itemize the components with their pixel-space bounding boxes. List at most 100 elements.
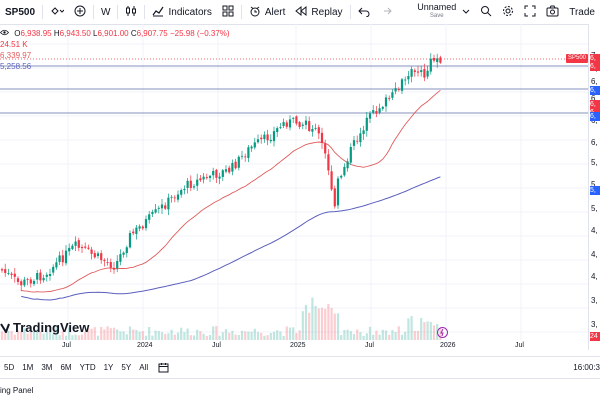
alert-button[interactable]: Alert [244,0,291,24]
volume-bar [397,326,400,340]
price-axis-badge: 5, [590,186,600,195]
candle-body [106,262,109,264]
snapshot-button[interactable] [541,0,564,24]
candle-body [167,197,170,210]
price-axis[interactable]: 7,6,6,6,6,6,5,5,5,4,4,4,3,3,6,6,6,6,6,6,… [588,24,600,350]
candle-body [304,120,308,125]
range-button-3m[interactable]: 3M [41,362,53,372]
candle-body [330,171,333,190]
candle-body [48,274,52,277]
indicators-label: Indicators [168,6,212,18]
time-axis[interactable]: Jul 2024 Jul 2025 Jul 2026 Jul [0,340,588,354]
layouts-button[interactable] [217,0,239,24]
candle-body [151,211,154,215]
toolbar-divider [117,5,119,19]
volume-bar [212,326,215,340]
volume-bar [74,334,77,340]
change-value: −25.98 (−0.37%) [169,29,230,38]
candlestick-series [0,53,442,292]
volume-bar [362,335,365,340]
layout-name-button[interactable]: Unnamed Save [406,0,475,24]
candle-body [64,250,68,264]
chevron-down-icon [462,7,470,18]
candle-body [212,170,215,176]
range-button-5d[interactable]: 5D [4,362,15,372]
volume-bar [416,330,420,340]
candle-body [298,122,301,127]
redo-button[interactable] [375,0,397,24]
visibility-eye-icon[interactable] [0,28,10,39]
add-symbol-button[interactable] [69,0,91,24]
price-axis-badge: 6, [590,100,600,109]
range-button-all[interactable]: All [139,362,149,372]
date-range-bar: 5D 1M 3M 6M YTD 1Y 5Y All 16:00:3 [0,356,600,377]
volume-bar [23,328,26,340]
volume-bar [324,308,327,340]
scroll-to-realtime-button[interactable] [437,325,448,343]
candle-body [295,116,298,124]
trading-panel-tab[interactable]: ing Panel [0,385,34,395]
price-tick: 3, [591,320,598,329]
volume-bar [298,330,301,340]
volume-bar [122,331,125,340]
fullscreen-button[interactable] [519,0,541,24]
volume-bar [279,331,282,340]
candle-body [215,169,218,178]
volume-bar [228,332,231,340]
layout-save-status: Save [429,13,444,19]
candle-body [135,227,138,234]
volume-bar [272,331,276,340]
toolbar-divider [240,5,242,19]
candle-body [144,219,148,229]
volume-bar [71,335,74,340]
candle-body [240,155,244,157]
volume-bar [176,332,180,340]
volume-bar [391,330,394,340]
volume-bar [36,329,39,340]
ma-short-line [21,89,441,293]
volume-bar [205,335,208,340]
price-chart[interactable] [0,24,588,350]
volume-bar [375,330,378,340]
undo-button[interactable] [353,0,375,24]
range-button-1y[interactable]: 1Y [103,362,114,372]
chart-type-button[interactable] [120,0,142,24]
chart-pane[interactable] [0,24,588,350]
volume-bar [157,331,160,340]
trade-button[interactable]: Trade [564,0,600,24]
volume-bar [55,326,58,340]
candle-body [224,169,228,172]
tradingview-logo-icon [0,322,10,333]
range-button-5y[interactable]: 5Y [121,362,132,372]
interval-button[interactable]: W [96,0,115,24]
range-button-1m[interactable]: 1M [22,362,34,372]
volume-bar [400,334,404,340]
date-range-icon[interactable] [158,362,169,373]
symbol-search[interactable]: SP500 [0,0,40,24]
volume-bar [93,327,96,340]
range-button-ytd[interactable]: YTD [79,362,96,372]
replay-button[interactable]: Replay [290,0,347,24]
volume-bar [352,334,356,340]
volume-bar [378,334,381,340]
volume-bar [116,329,119,340]
lightning-icon [437,327,448,338]
candle-body [282,122,285,126]
volume-bar [221,332,224,340]
quick-search-button[interactable] [475,0,497,24]
camera-icon [546,5,559,20]
candle-body [202,176,205,180]
range-button-6m[interactable]: 6M [60,362,72,372]
volume-bar [199,331,202,340]
candle-body [71,245,74,249]
volume-bar [234,334,237,340]
candle-body [122,252,125,255]
indicators-button[interactable]: Indicators [147,0,216,24]
settings-button[interactable] [497,0,519,24]
compare-button[interactable] [45,0,69,24]
clock[interactable]: 16:00:3 [573,363,600,372]
candle-body [42,277,45,281]
candle-body [77,240,80,248]
candle-body [263,134,266,140]
candle-body [13,273,16,277]
